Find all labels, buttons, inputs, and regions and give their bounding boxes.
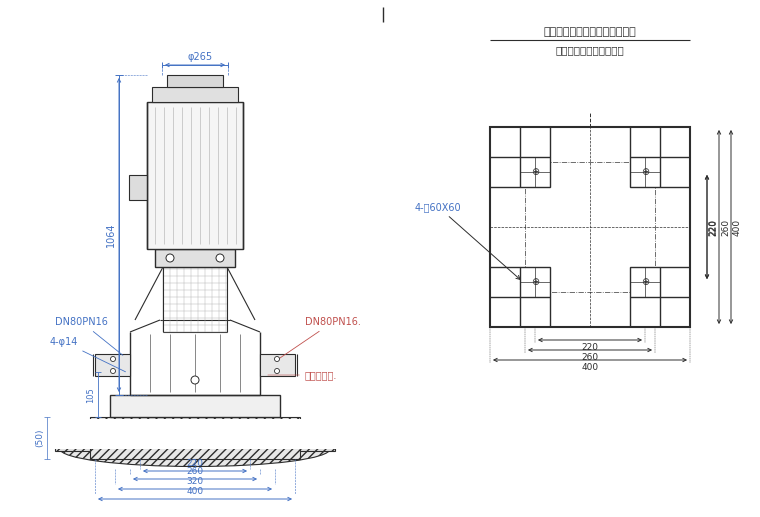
Text: 4-叠60X60: 4-叠60X60 xyxy=(415,202,520,279)
Text: 220: 220 xyxy=(581,343,599,352)
Text: φ265: φ265 xyxy=(188,52,213,62)
Text: (50): (50) xyxy=(36,429,45,447)
Bar xyxy=(630,267,660,297)
Text: 400: 400 xyxy=(581,363,599,372)
Text: 混凝土基础.: 混凝土基础. xyxy=(268,370,337,380)
Bar xyxy=(490,127,690,327)
Bar xyxy=(630,157,660,187)
Text: ⊕: ⊕ xyxy=(641,277,649,287)
Bar xyxy=(55,423,90,451)
Bar xyxy=(520,157,550,187)
Circle shape xyxy=(274,369,280,373)
Text: DN80PN16.: DN80PN16. xyxy=(279,317,361,358)
Text: 4-φ14: 4-φ14 xyxy=(50,337,125,372)
Bar xyxy=(300,423,335,451)
Bar xyxy=(110,395,280,417)
Text: ⊕: ⊕ xyxy=(531,167,539,177)
Bar xyxy=(147,102,243,249)
Text: 260: 260 xyxy=(721,219,730,236)
Bar xyxy=(167,75,223,87)
Circle shape xyxy=(110,357,116,361)
Text: 260: 260 xyxy=(186,467,204,476)
Bar xyxy=(520,267,550,297)
Bar xyxy=(0,419,405,449)
Circle shape xyxy=(274,357,280,361)
Text: 220: 220 xyxy=(709,219,718,236)
Bar xyxy=(129,175,147,200)
Bar xyxy=(260,354,295,376)
Text: 泵座孔位及混凝土基座地脚孔位: 泵座孔位及混凝土基座地脚孔位 xyxy=(543,27,636,37)
Bar xyxy=(90,417,300,459)
Circle shape xyxy=(110,369,116,373)
Text: 1064: 1064 xyxy=(106,223,116,247)
Bar xyxy=(155,249,235,267)
Text: 400: 400 xyxy=(733,219,742,236)
Circle shape xyxy=(216,254,224,262)
Text: 双点划线表示泵底座位置: 双点划线表示泵底座位置 xyxy=(556,45,625,55)
Bar xyxy=(95,354,130,376)
Text: 105: 105 xyxy=(86,387,95,403)
Circle shape xyxy=(191,376,199,384)
Circle shape xyxy=(166,254,174,262)
Text: 400: 400 xyxy=(186,487,204,496)
Text: 320: 320 xyxy=(186,477,204,486)
Text: ⊕: ⊕ xyxy=(531,277,539,287)
Bar xyxy=(152,87,238,102)
Ellipse shape xyxy=(60,432,330,466)
Text: 220: 220 xyxy=(186,459,204,468)
Text: 260: 260 xyxy=(581,353,599,362)
Text: 220: 220 xyxy=(708,219,717,236)
Text: DN80PN16: DN80PN16 xyxy=(55,317,123,355)
Text: ⊕: ⊕ xyxy=(641,167,649,177)
